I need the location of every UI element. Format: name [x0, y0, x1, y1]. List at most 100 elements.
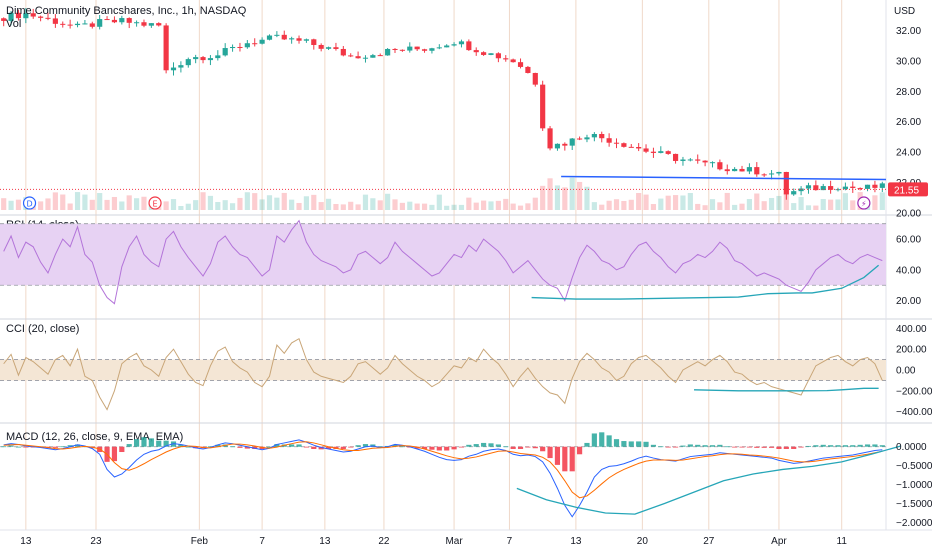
- candle-body: [872, 184, 878, 188]
- candle-body: [414, 46, 420, 50]
- volume-bar: [222, 200, 228, 210]
- volume-bar: [554, 185, 561, 210]
- histogram-bar: [296, 444, 302, 447]
- y-tick-label: 24.00: [896, 148, 921, 159]
- candle-body: [695, 159, 701, 161]
- volume-bar: [193, 200, 199, 210]
- candle-body: [547, 128, 553, 149]
- volume-bar: [274, 197, 280, 210]
- candle-body: [244, 43, 250, 48]
- y-tick-label: 200.00: [896, 345, 927, 356]
- volume-bar: [879, 192, 885, 210]
- histogram-bar: [872, 444, 878, 447]
- histogram-bar: [67, 445, 73, 447]
- candle-body: [355, 56, 361, 59]
- histogram-bar: [74, 444, 81, 447]
- x-tick-label: 20: [637, 536, 649, 547]
- candle-body: [407, 46, 413, 51]
- histogram-bar: [458, 446, 465, 448]
- volume-bar: [665, 195, 671, 210]
- volume-bar: [60, 194, 66, 210]
- candle-body: [569, 138, 575, 146]
- candle-body: [621, 143, 627, 147]
- rsi-pane: RSI (14, close): [0, 219, 886, 305]
- x-tick-label: Apr: [771, 536, 787, 547]
- volume-bar: [672, 195, 679, 210]
- event-markers[interactable]: D E ⚡: [22, 196, 871, 210]
- volume-bar: [798, 197, 804, 210]
- indicator-band: [0, 223, 886, 286]
- volume-bar: [355, 204, 361, 210]
- candle-body: [525, 66, 531, 73]
- candle-body: [325, 47, 332, 49]
- volume-bar: [207, 195, 214, 210]
- histogram-bar: [466, 444, 472, 447]
- histogram-bar: [444, 446, 450, 451]
- y-tick-label: −1.0000: [896, 480, 932, 491]
- candles: [1, 8, 885, 200]
- x-tick-label: 13: [319, 536, 331, 547]
- volume-bar: [872, 195, 878, 210]
- candle-body: [444, 45, 450, 48]
- candle-body: [532, 72, 538, 85]
- volume-bar: [104, 199, 110, 210]
- candle-body: [613, 142, 620, 144]
- histogram-bar: [828, 445, 834, 447]
- volume-bar: [702, 205, 708, 210]
- histogram-bar: [820, 444, 826, 447]
- volume-bar: [311, 194, 317, 210]
- volume-bar: [141, 196, 147, 210]
- volume-bar: [466, 197, 472, 210]
- volume-bar: [680, 195, 686, 210]
- histogram-bar: [318, 446, 324, 450]
- histogram-bar: [488, 443, 494, 447]
- event-marker: D: [22, 196, 37, 210]
- candle-body: [215, 55, 221, 59]
- volume-bar: [754, 193, 760, 210]
- candle-body: [606, 138, 612, 143]
- x-tick-label: 7: [259, 536, 265, 547]
- histogram-bar: [362, 444, 369, 447]
- candle-body: [30, 13, 36, 17]
- event-marker-shape: [22, 196, 37, 210]
- candle-body: [739, 168, 745, 172]
- histogram-bar: [481, 442, 487, 447]
- histogram-bar: [732, 446, 738, 448]
- volume-bar: [746, 199, 752, 210]
- candle-body: [650, 151, 657, 153]
- y-tick-label: 400.00: [896, 324, 927, 335]
- volume-bar: [591, 202, 597, 210]
- candle-body: [754, 167, 760, 175]
- candle-body: [333, 47, 339, 49]
- volume-bar: [650, 204, 657, 210]
- candle-body: [791, 191, 797, 195]
- indicator-band: [0, 359, 886, 381]
- histogram-bar: [672, 446, 679, 448]
- volume-bar: [510, 203, 516, 210]
- event-marker-shape: [148, 196, 162, 210]
- macd-line: [3, 439, 883, 518]
- candle-body: [252, 43, 258, 45]
- candle-body: [717, 162, 723, 170]
- histogram-bar: [702, 445, 708, 447]
- candle-body: [672, 153, 679, 161]
- trendline[interactable]: [561, 175, 887, 181]
- volume-bar: [89, 199, 95, 210]
- x-tick-label: 27: [703, 536, 715, 547]
- candle-body: [864, 184, 871, 189]
- candle-body: [207, 58, 214, 61]
- histogram-bar: [768, 446, 775, 448]
- y-axes: 20.0022.0024.0026.0028.0030.0032.0020.00…: [888, 26, 932, 529]
- volume-bar: [481, 200, 487, 210]
- candle-body: [274, 34, 280, 36]
- volume-bar: [444, 205, 450, 210]
- volume-bar: [281, 192, 287, 210]
- volume-bar: [643, 194, 649, 210]
- candle-body: [281, 34, 287, 40]
- volume-bar: [407, 201, 413, 210]
- histogram-bar: [717, 444, 723, 447]
- candle-body: [237, 46, 243, 48]
- candle-body: [156, 23, 162, 26]
- candle-body: [879, 183, 885, 188]
- volume-bar: [178, 205, 184, 210]
